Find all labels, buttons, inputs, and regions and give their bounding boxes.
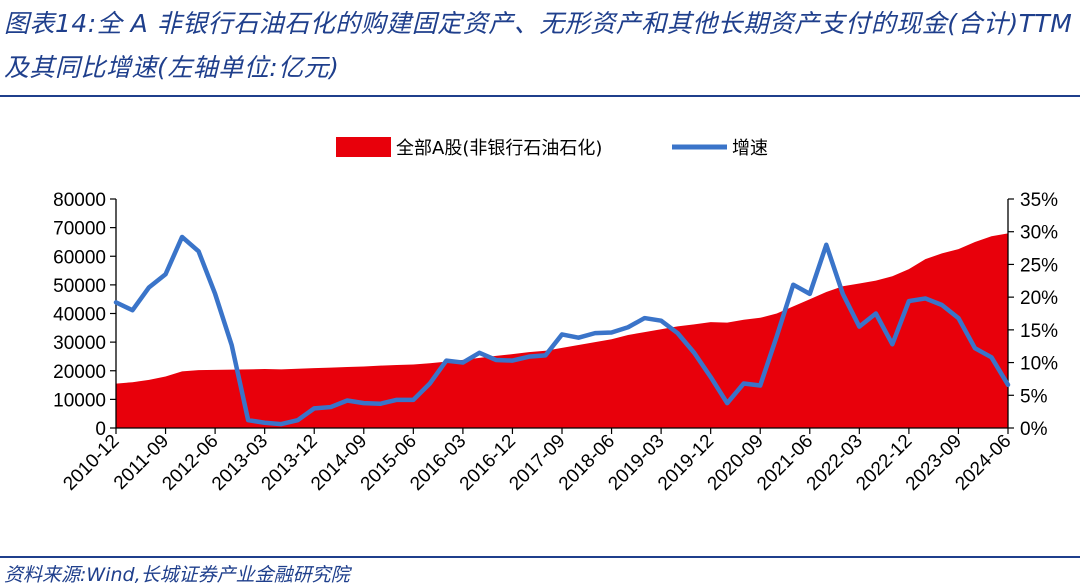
right-tick-label: 10% [1020,354,1058,375]
right-tick-label: 35% [1020,190,1058,211]
left-tick-label: 20000 [53,362,106,383]
left-tick-label: 70000 [53,219,106,240]
x-tick-label: 2024-06 [951,431,1015,495]
legend-label-area: 全部A股(非银行石油石化) [396,138,602,159]
left-tick-label: 40000 [53,305,106,326]
source-note: 资料来源:Wind,长城证券产业金融研究院 [4,564,350,586]
left-tick-label: 0 [95,419,106,440]
left-tick-label: 30000 [53,333,106,354]
right-tick-label: 15% [1020,321,1058,342]
chart-title: 图表14:全 A 非银行石油石化的购建固定资产、无形资产和其他长期资产支付的现金… [4,9,1073,82]
left-tick-label: 50000 [53,276,106,297]
legend-label-line: 增速 [732,138,768,159]
footer-divider [0,556,1080,558]
right-tick-label: 20% [1020,288,1058,309]
left-tick-label: 80000 [53,190,106,211]
left-tick-label: 60000 [53,247,106,268]
plot-area: 0 10000 20000 30000 40000 50000 60000 70000 8000… [53,190,1058,495]
left-tick-label: 10000 [53,390,106,411]
right-tick-label: 25% [1020,255,1058,276]
right-tick-label: 30% [1020,223,1058,244]
title-divider [0,95,1080,97]
legend: 全部A股(非银行石油石化) 增速 [336,137,768,159]
right-tick-label: 0% [1020,419,1048,440]
series-area [116,233,1008,428]
x-tick-label: 2010-12 [59,431,123,495]
right-tick-label: 5% [1020,386,1048,407]
legend-swatch-area [336,137,391,157]
series-line [113,234,1011,427]
